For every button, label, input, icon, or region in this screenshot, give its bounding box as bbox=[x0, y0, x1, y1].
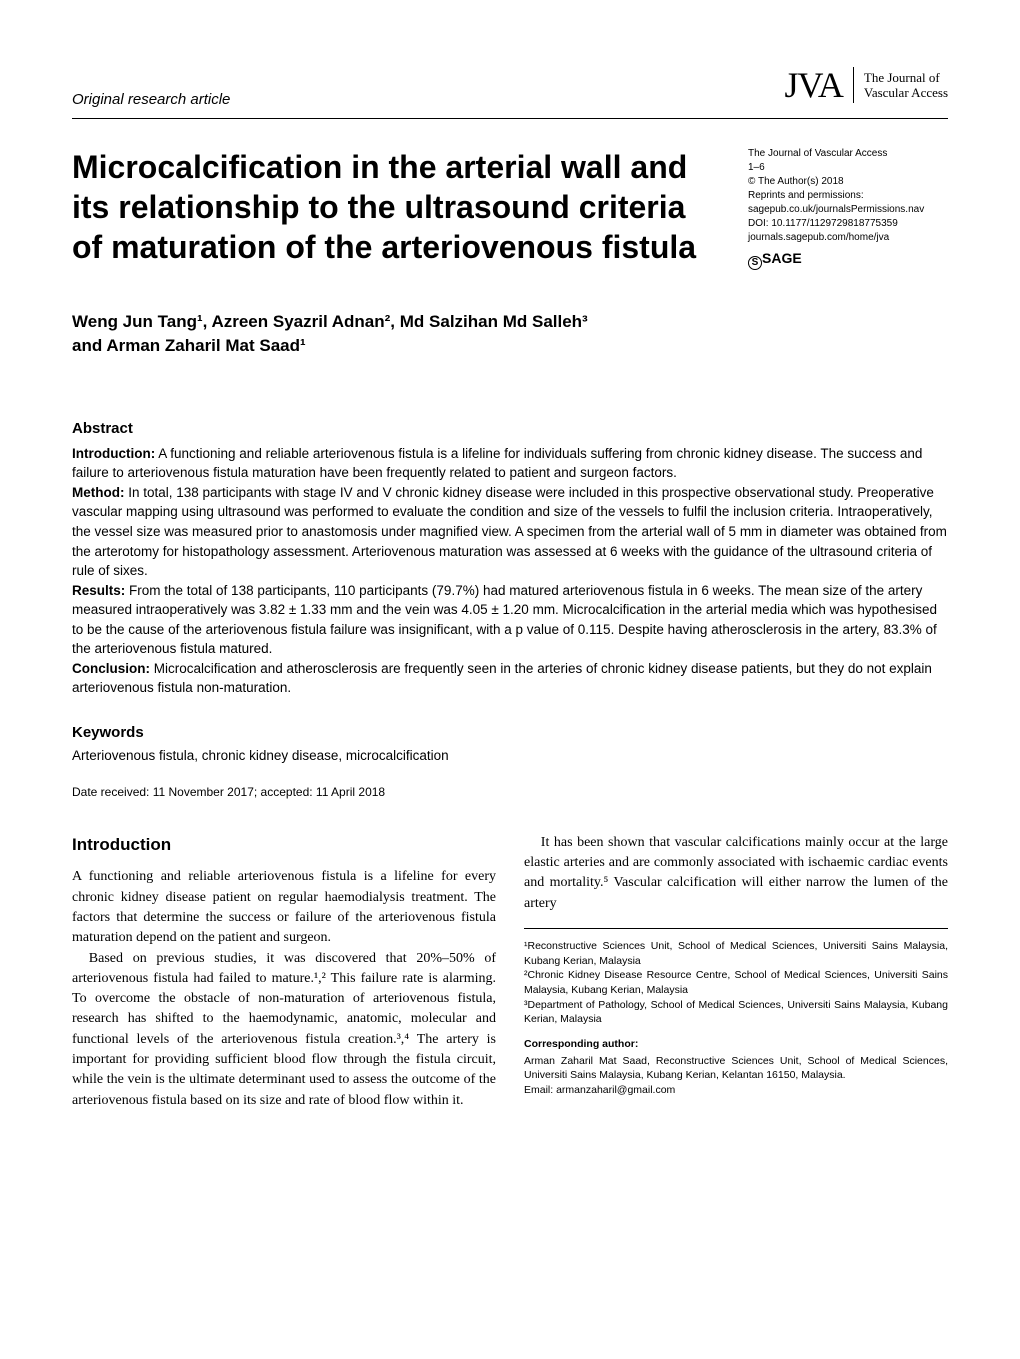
meta-reprints-url: sagepub.co.uk/journalsPermissions.nav bbox=[748, 203, 948, 217]
intro-heading: Introduction bbox=[72, 833, 496, 858]
intro-p2: Based on previous studies, it was discov… bbox=[72, 949, 496, 1111]
journal-logo: JVA The Journal of Vascular Access bbox=[785, 60, 948, 110]
affiliation-3: ³Department of Pathology, School of Medi… bbox=[524, 998, 948, 1027]
sage-s-icon: S bbox=[748, 256, 762, 270]
abstract-method-label: Method: bbox=[72, 485, 124, 500]
logo-name-line1: The Journal of bbox=[864, 70, 940, 85]
abstract-conclusion-label: Conclusion: bbox=[72, 661, 150, 676]
keywords-block: Keywords Arteriovenous fistula, chronic … bbox=[72, 722, 948, 766]
meta-reprints-label: Reprints and permissions: bbox=[748, 189, 948, 203]
meta-journal: The Journal of Vascular Access bbox=[748, 147, 948, 161]
meta-pages: 1–6 bbox=[748, 161, 948, 175]
abstract-intro-text: A functioning and reliable arteriovenous… bbox=[72, 446, 922, 481]
meta-doi: DOI: 10.1177/1129729818775359 bbox=[748, 217, 948, 231]
abstract-intro: Introduction: A functioning and reliable… bbox=[72, 444, 948, 483]
abstract-conclusion: Conclusion: Microcalcification and ather… bbox=[72, 659, 948, 698]
intro-p1: A functioning and reliable arteriovenous… bbox=[72, 867, 496, 948]
abstract-method-text: In total, 138 participants with stage IV… bbox=[72, 485, 947, 578]
logo-acronym: JVA bbox=[785, 60, 843, 110]
logo-journal-name: The Journal of Vascular Access bbox=[864, 70, 948, 101]
abstract-method: Method: In total, 138 participants with … bbox=[72, 483, 948, 581]
affiliation-2: ²Chronic Kidney Disease Resource Centre,… bbox=[524, 968, 948, 997]
intro-p3: It has been shown that vascular calcific… bbox=[524, 833, 948, 914]
abstract-results: Results: From the total of 138 participa… bbox=[72, 581, 948, 659]
corresponding-author-text: Arman Zaharil Mat Saad, Reconstructive S… bbox=[524, 1054, 948, 1083]
publisher-logo: SSAGE bbox=[748, 249, 948, 270]
right-column: It has been shown that vascular calcific… bbox=[524, 833, 948, 1111]
article-title: Microcalcification in the arterial wall … bbox=[72, 147, 718, 270]
corresponding-author-label: Corresponding author: bbox=[524, 1037, 948, 1052]
article-meta: The Journal of Vascular Access 1–6 © The… bbox=[748, 147, 948, 270]
abstract-results-label: Results: bbox=[72, 583, 125, 598]
meta-journal-url: journals.sagepub.com/home/jva bbox=[748, 231, 948, 245]
corresponding-author-email: Email: armanzaharil@gmail.com bbox=[524, 1083, 948, 1098]
header-bar: Original research article JVA The Journa… bbox=[72, 60, 948, 119]
publisher-name: SAGE bbox=[762, 250, 802, 266]
article-type: Original research article bbox=[72, 89, 230, 110]
abstract-block: Abstract Introduction: A functioning and… bbox=[72, 418, 948, 698]
affiliation-1: ¹Reconstructive Sciences Unit, School of… bbox=[524, 939, 948, 968]
left-column: Introduction A functioning and reliable … bbox=[72, 833, 496, 1111]
meta-copyright: © The Author(s) 2018 bbox=[748, 175, 948, 189]
abstract-results-text: From the total of 138 participants, 110 … bbox=[72, 583, 937, 657]
logo-name-line2: Vascular Access bbox=[864, 85, 948, 100]
title-block: Microcalcification in the arterial wall … bbox=[72, 147, 948, 270]
abstract-conclusion-text: Microcalcification and atherosclerosis a… bbox=[72, 661, 932, 696]
authors-line1: Weng Jun Tang¹, Azreen Syazril Adnan², M… bbox=[72, 312, 588, 331]
article-dates: Date received: 11 November 2017; accepte… bbox=[72, 784, 948, 801]
keywords-text: Arteriovenous fistula, chronic kidney di… bbox=[72, 747, 948, 766]
keywords-heading: Keywords bbox=[72, 722, 948, 743]
logo-divider bbox=[853, 67, 854, 103]
body-columns: Introduction A functioning and reliable … bbox=[72, 833, 948, 1111]
authors: Weng Jun Tang¹, Azreen Syazril Adnan², M… bbox=[72, 310, 948, 358]
affiliations-block: ¹Reconstructive Sciences Unit, School of… bbox=[524, 928, 948, 1098]
authors-line2: and Arman Zaharil Mat Saad¹ bbox=[72, 336, 306, 355]
abstract-heading: Abstract bbox=[72, 418, 948, 440]
abstract-intro-label: Introduction: bbox=[72, 446, 155, 461]
